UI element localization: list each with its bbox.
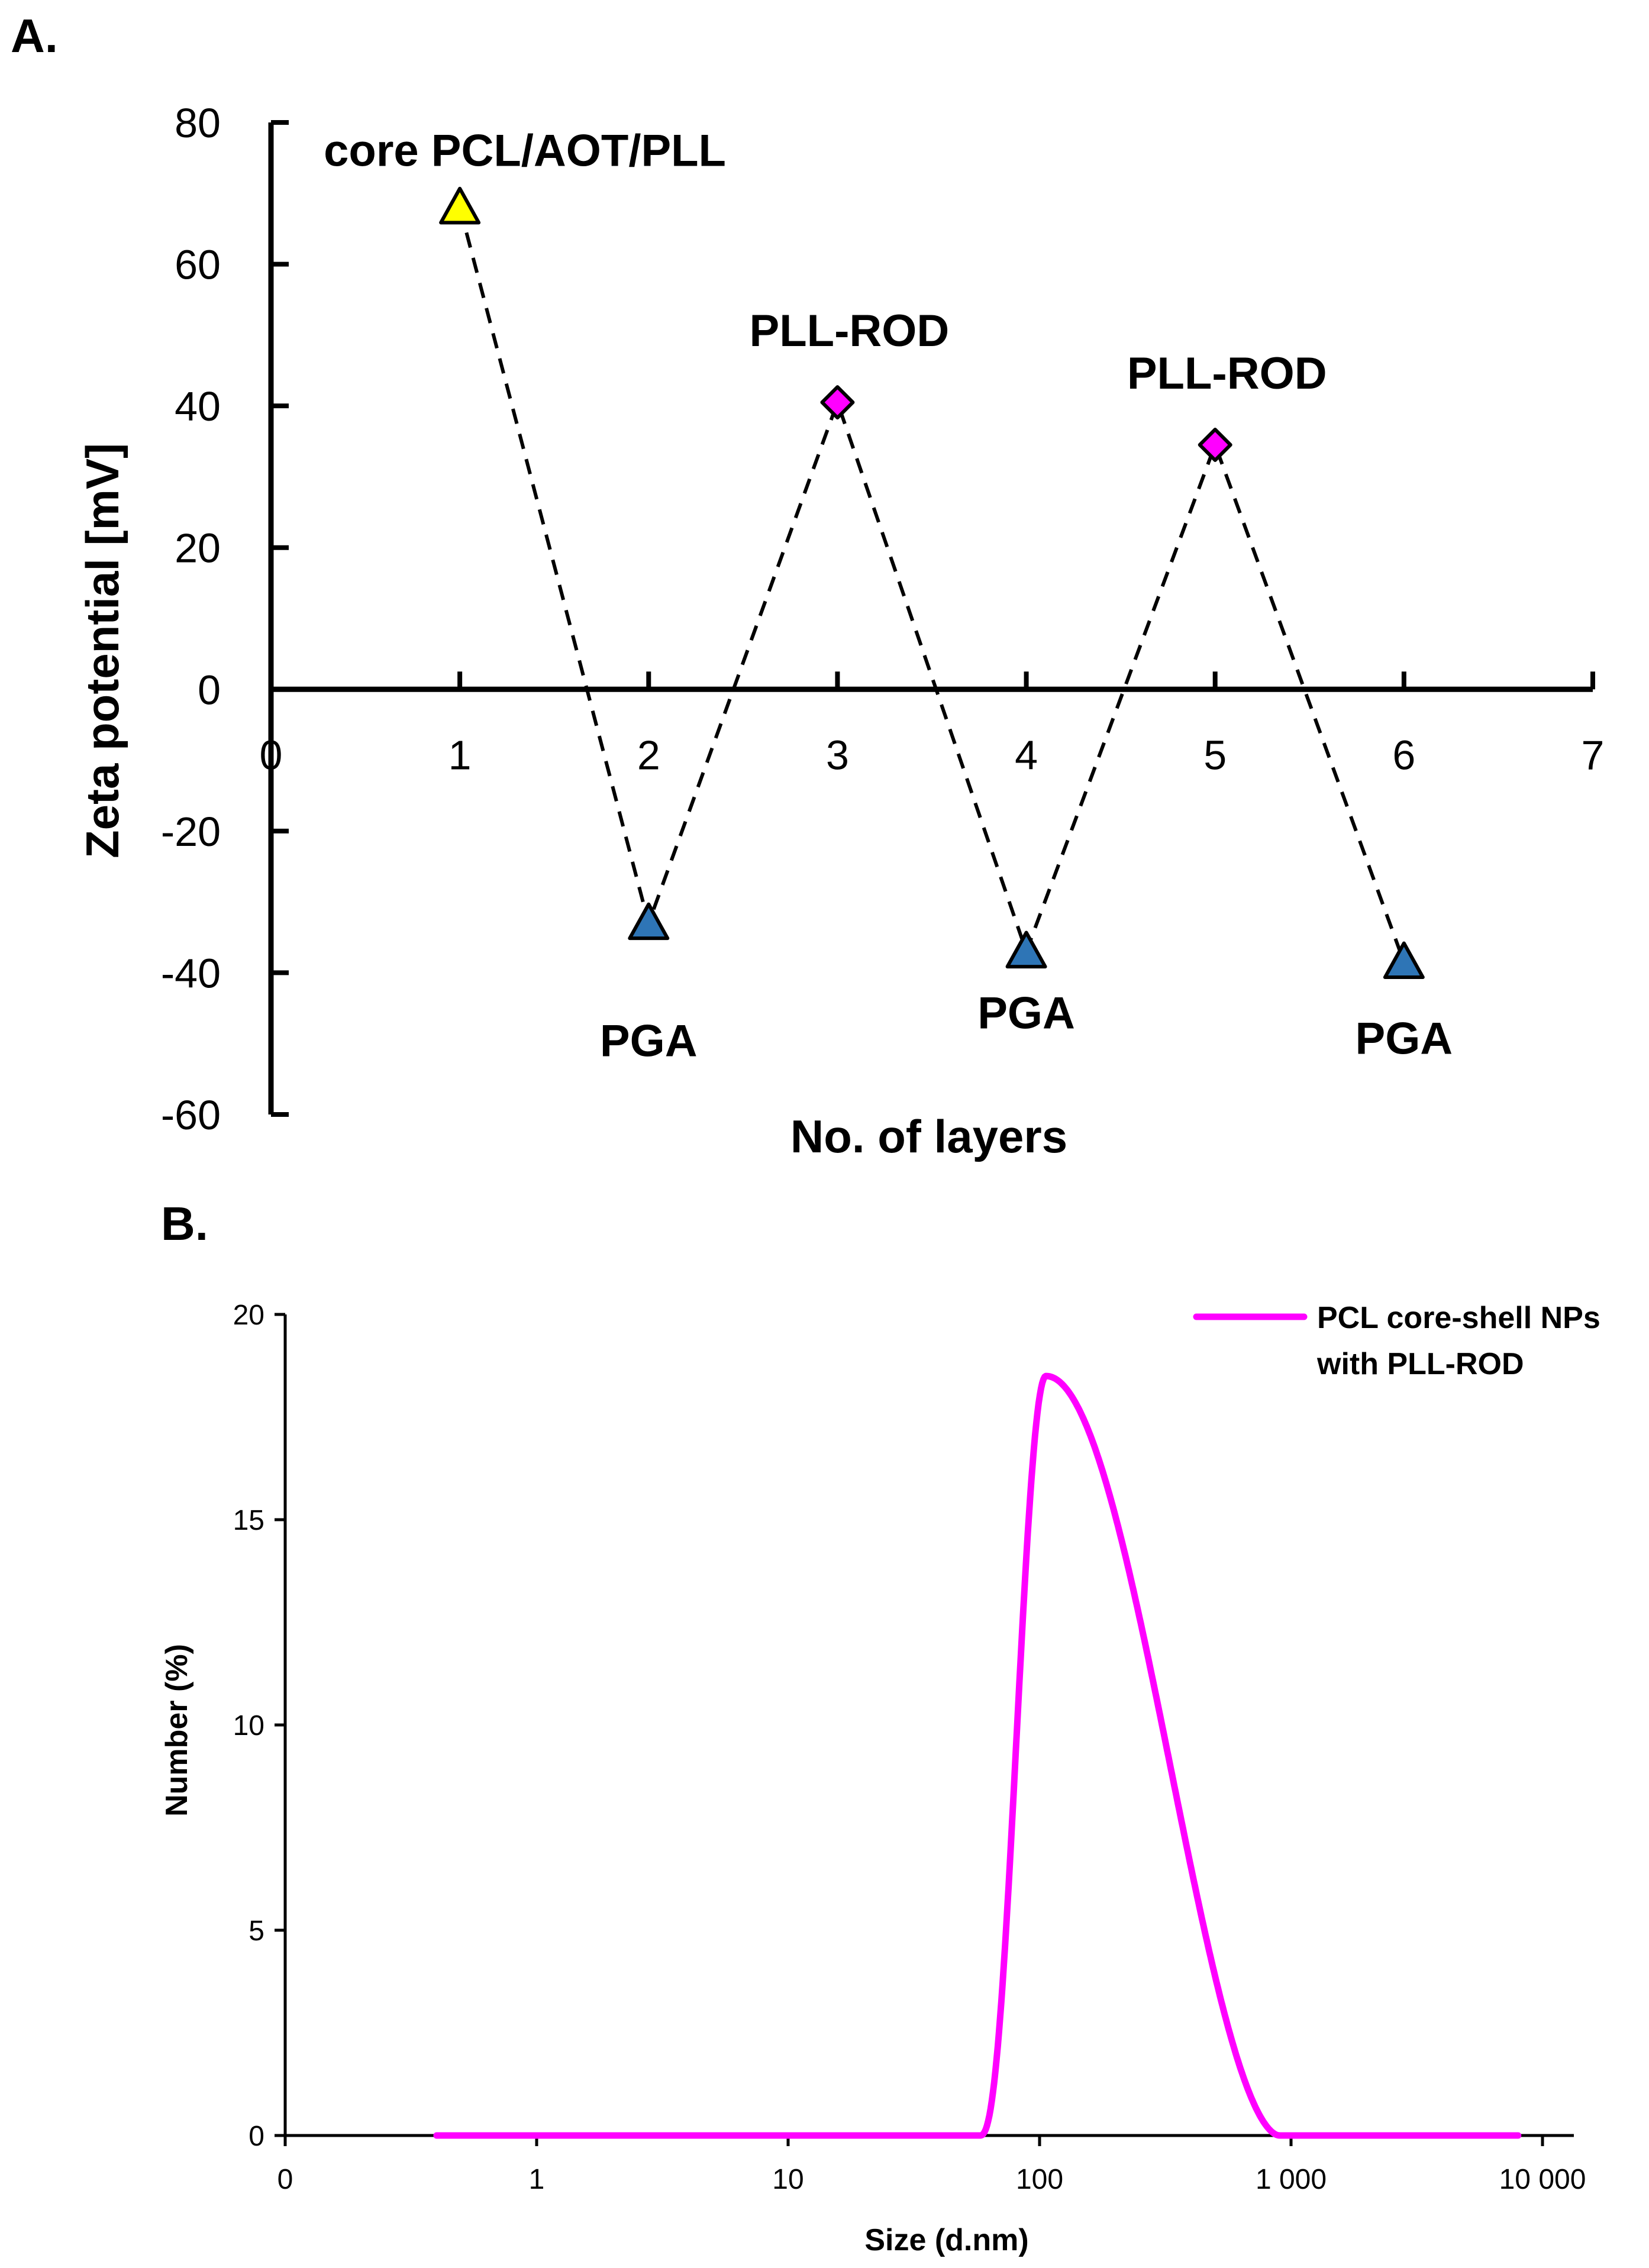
panel-b-x-tick-label: 0 bbox=[277, 2164, 293, 2195]
panel-a-y-tick-label: 0 bbox=[198, 667, 221, 713]
panel-a-x-tick-label: 7 bbox=[1582, 732, 1605, 778]
panel-a-diamond-marker bbox=[820, 385, 855, 420]
panel-a-annotations: core PCL/AOT/PLL PGA PLL-ROD PGA PLL-ROD PGA bbox=[324, 126, 1453, 1067]
panel-a-x-tick-label: 1 bbox=[448, 732, 472, 778]
panel-b-y-tick-label: 5 bbox=[249, 1915, 264, 1947]
panel-b-x-axis-title: Size (d.nm) bbox=[864, 2223, 1028, 2257]
panel-a-y-axis-title: Zeta potential [mV] bbox=[76, 443, 128, 858]
panel-b: B. 20 15 10 5 0 0 1 10 100 1 000 10 000 PCL core-… bbox=[160, 1197, 1600, 2257]
panel-a-y-tick-label: 20 bbox=[175, 525, 221, 571]
panel-b-y-tick-label: 0 bbox=[249, 2121, 264, 2152]
panel-b-x-ticks: 0 1 10 100 1 000 10 000 bbox=[277, 2135, 1586, 2195]
panel-a-x-axis-title: No. of layers bbox=[790, 1110, 1067, 1162]
panel-b-x-tick-label: 1 bbox=[529, 2164, 545, 2195]
panel-b-x-tick-label: 10 000 bbox=[1499, 2164, 1586, 2195]
legend-label-line-1: PCL core-shell NPs bbox=[1317, 1301, 1600, 1335]
panel-a-point-label: PGA bbox=[1356, 1013, 1453, 1064]
panel-a-x-ticks: 0 1 2 3 4 5 6 7 bbox=[260, 671, 1605, 778]
panel-a-diamond-marker bbox=[1198, 428, 1232, 463]
panel-b-y-tick-label: 15 bbox=[233, 1505, 264, 1536]
panel-a-x-tick-label: 0 bbox=[260, 732, 283, 778]
panel-a-point-label: PLL-ROD bbox=[750, 306, 950, 356]
panel-b-x-tick-label: 100 bbox=[1016, 2164, 1063, 2195]
panel-a-x-tick-label: 5 bbox=[1203, 732, 1227, 778]
panel-b-axes bbox=[283, 1314, 1574, 2137]
legend-label-line-2: with PLL-ROD bbox=[1316, 1347, 1524, 1381]
panel-a-markers bbox=[439, 186, 1425, 980]
panel-a-label: A. bbox=[11, 9, 58, 62]
panel-a-y-tick-label: -60 bbox=[161, 1092, 221, 1138]
panel-a-x-tick-label: 3 bbox=[826, 732, 849, 778]
panel-a-x-tick-label: 4 bbox=[1015, 732, 1038, 778]
panel-b-legend: PCL core-shell NPs with PLL-ROD bbox=[1193, 1301, 1600, 1381]
panel-a-axes bbox=[268, 122, 1593, 1114]
panel-a-triangle-marker bbox=[1383, 941, 1425, 980]
panel-b-y-tick-label: 10 bbox=[233, 1710, 264, 1742]
panel-a-triangle-marker bbox=[628, 902, 670, 941]
panel-b-x-tick-label: 1 000 bbox=[1256, 2164, 1327, 2195]
panel-a-x-tick-label: 2 bbox=[637, 732, 660, 778]
panel-b-y-tick-label: 20 bbox=[233, 1300, 264, 1331]
panel-a-dashed-line bbox=[458, 206, 1406, 963]
panel-a-y-tick-label: 60 bbox=[175, 242, 221, 288]
panel-a-triangle-marker bbox=[1005, 931, 1047, 969]
panel-a-point-label: PGA bbox=[600, 1016, 698, 1067]
panel-a-y-ticks: 80 60 40 20 0 -20 -40 -60 bbox=[161, 100, 289, 1138]
panel-a-triangle-marker bbox=[439, 186, 481, 225]
panel-b-series-curve bbox=[433, 1372, 1522, 2139]
panel-b-y-ticks: 20 15 10 5 0 bbox=[233, 1300, 285, 2152]
panel-a-y-tick-label: 80 bbox=[175, 100, 221, 146]
panel-b-label: B. bbox=[161, 1197, 208, 1250]
panel-b-y-axis-title: Number (%) bbox=[160, 1644, 194, 1817]
panel-a-point-label: core PCL/AOT/PLL bbox=[324, 126, 726, 176]
panel-a: A. 80 60 40 20 0 -20 -40 -60 0 1 2 3 4 5 6 7 core PCL/… bbox=[11, 9, 1604, 1162]
panel-a-y-tick-label: 40 bbox=[175, 383, 221, 429]
panel-a-y-tick-label: -40 bbox=[161, 950, 221, 996]
panel-a-y-tick-label: -20 bbox=[161, 809, 221, 855]
panel-a-series-line bbox=[458, 206, 1406, 963]
panel-b-x-tick-label: 10 bbox=[772, 2164, 803, 2195]
panel-a-point-label: PGA bbox=[977, 988, 1075, 1038]
panel-a-point-label: PLL-ROD bbox=[1127, 348, 1327, 399]
panel-a-x-tick-label: 6 bbox=[1392, 732, 1415, 778]
